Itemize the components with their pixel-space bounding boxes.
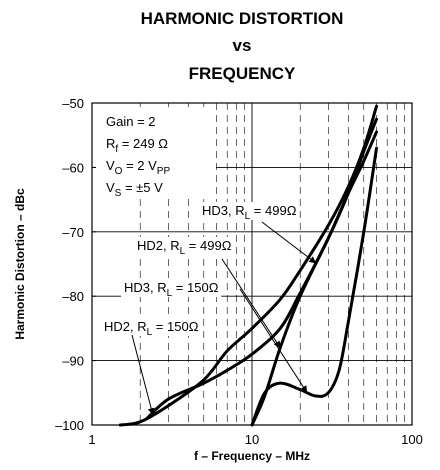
series-line: [250, 146, 378, 427]
condition-text-background: [103, 157, 174, 175]
y-tick-label: –70: [62, 225, 84, 240]
y-tick-label: –50: [62, 96, 84, 111]
y-tick-label: –100: [55, 418, 84, 433]
callout-leader: [221, 258, 281, 349]
callout-leader: [239, 288, 308, 393]
series-lines: [118, 104, 378, 427]
x-axis-ticks: 1 10 100: [88, 432, 422, 447]
series-label-background: [121, 279, 222, 297]
conditions-box: Gain = 2 Rf = 249 Ω VO = 2 VPP VS = ±5 V: [96, 107, 216, 199]
chart-title-line-3: FREQUENCY: [189, 64, 296, 83]
y-axis-ticks: –100 –90 –80 –70 –60 –50: [55, 96, 96, 433]
series-line: [250, 130, 378, 427]
y-tick-label: –80: [62, 289, 84, 304]
x-axis-label: f – Frequency – MHz: [194, 449, 310, 463]
x-tick-label: 10: [245, 432, 259, 447]
series-label: HD3, RL = 499Ω: [202, 203, 297, 222]
condition-text: Gain = 2: [106, 114, 156, 129]
x-tick-label: 1: [88, 432, 95, 447]
chart-title-line-2: vs: [233, 36, 252, 55]
x-tick-label: 100: [401, 432, 423, 447]
series-label-background: [199, 202, 300, 220]
condition-text: VS = ±5 V: [106, 180, 163, 199]
callout-leader: [131, 334, 155, 416]
series-label: HD3, RL = 150Ω: [124, 280, 219, 299]
condition-text: VO = 2 VPP: [106, 158, 170, 177]
condition-text-background: [103, 179, 166, 197]
series-label: HD2, RL = 499Ω: [137, 238, 232, 257]
series-label-background: [134, 237, 235, 255]
y-tick-label: –60: [62, 160, 84, 175]
series-callouts: HD3, RL = 499Ω HD2, RL = 499Ω HD3, RL = 15…: [101, 202, 317, 416]
series-line: [118, 104, 378, 427]
chart-title-line-1: HARMONIC DISTORTION: [141, 9, 344, 28]
y-axis-label: Harmonic Distortion – dBc: [13, 188, 27, 340]
condition-text: Rf = 249 Ω: [106, 136, 168, 155]
condition-text-background: [103, 135, 171, 153]
y-tick-label: –90: [62, 354, 84, 369]
callout-leader: [261, 221, 317, 264]
condition-text-background: [103, 113, 159, 131]
series-label-background: [101, 318, 202, 336]
series-label: HD2, RL = 150Ω: [104, 319, 199, 338]
